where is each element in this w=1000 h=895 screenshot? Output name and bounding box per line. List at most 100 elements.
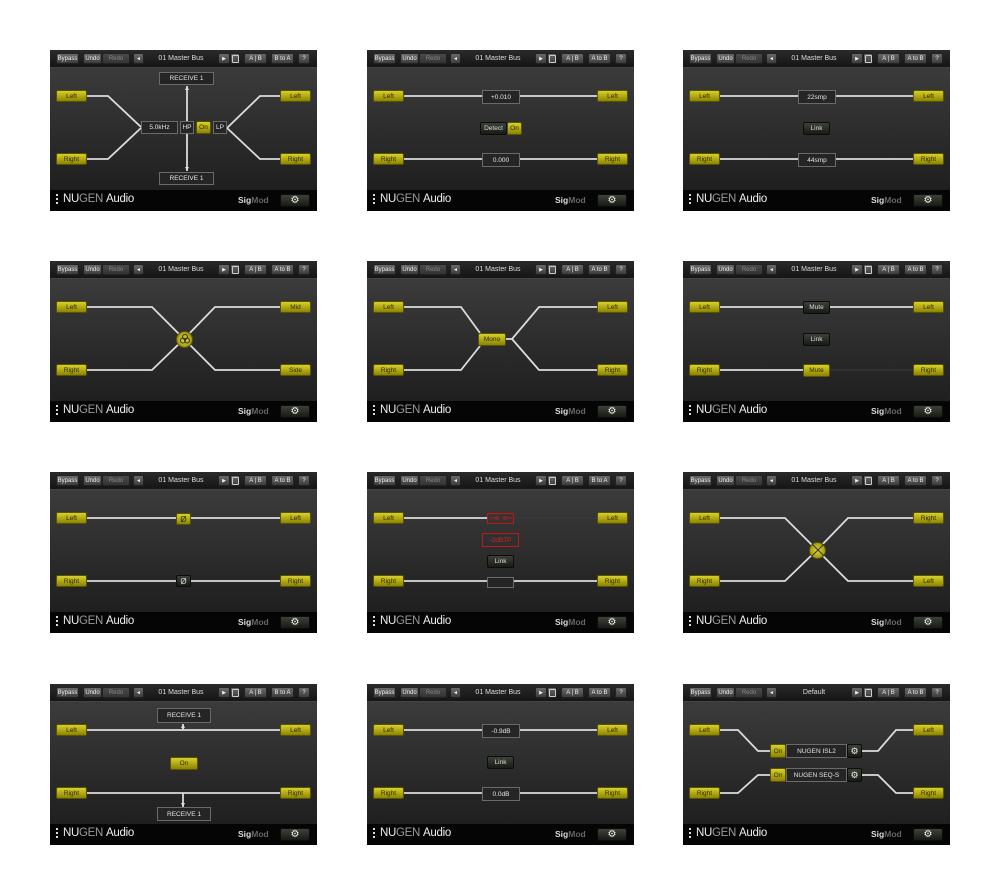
output-bottom[interactable]: Right	[913, 787, 944, 799]
help-button[interactable]: ?	[298, 687, 310, 698]
ab-compare-button[interactable]: A | B	[561, 687, 584, 698]
input-right[interactable]: Right	[373, 364, 404, 376]
output-top[interactable]: Left	[913, 90, 944, 102]
output-top[interactable]: Left	[597, 724, 628, 736]
undo-button[interactable]: Undo	[716, 687, 735, 698]
input-right[interactable]: Right	[56, 575, 87, 587]
preset-name[interactable]: 01 Master Bus	[791, 477, 837, 484]
help-button[interactable]: ?	[298, 53, 310, 64]
high-pass-label[interactable]: HP	[180, 121, 194, 134]
swap-channels-button[interactable]	[809, 542, 826, 559]
bypass-button[interactable]: Bypass	[689, 264, 712, 275]
input-left[interactable]: Left	[373, 724, 404, 736]
detect-button[interactable]: Detect	[480, 122, 507, 135]
stop-button[interactable]	[230, 264, 240, 275]
play-button[interactable]: ▶	[851, 264, 863, 275]
play-button[interactable]: ▶	[851, 687, 863, 698]
settings-button[interactable]: ⚙	[280, 194, 310, 207]
ab-compare-button[interactable]: A | B	[877, 687, 900, 698]
link-button[interactable]: Link	[803, 333, 830, 346]
help-button[interactable]: ?	[615, 687, 627, 698]
ab-compare-button[interactable]: A | B	[561, 264, 584, 275]
settings-button[interactable]: ⚙	[913, 828, 943, 841]
copy-ab-button[interactable]: A to B	[588, 687, 611, 698]
bypass-button[interactable]: Bypass	[689, 53, 712, 64]
input-right[interactable]: Right	[56, 364, 87, 376]
play-button[interactable]: ▶	[218, 475, 230, 486]
phase-invert-left-button[interactable]: Ø	[176, 513, 191, 525]
input-left[interactable]: Left	[56, 512, 87, 524]
settings-button[interactable]: ⚙	[597, 828, 627, 841]
output-bottom[interactable]: Right	[280, 787, 311, 799]
copy-ab-button[interactable]: A to B	[904, 475, 927, 486]
output-bottom[interactable]: Right	[913, 153, 944, 165]
back-button[interactable]: ◄	[133, 687, 144, 698]
ab-compare-button[interactable]: A | B	[244, 475, 267, 486]
input-left[interactable]: Left	[56, 90, 87, 102]
input-left[interactable]: Left	[56, 301, 87, 313]
redo-button[interactable]: Redo	[735, 475, 763, 486]
input-right[interactable]: Right	[373, 153, 404, 165]
back-button[interactable]: ◄	[450, 475, 461, 486]
bypass-button[interactable]: Bypass	[56, 687, 79, 698]
play-button[interactable]: ▶	[851, 53, 863, 64]
back-button[interactable]: ◄	[766, 687, 777, 698]
bypass-button[interactable]: Bypass	[373, 264, 396, 275]
redo-button[interactable]: Redo	[102, 53, 130, 64]
play-button[interactable]: ▶	[218, 687, 230, 698]
link-button[interactable]: Link	[487, 756, 514, 769]
input-right[interactable]: Right	[689, 153, 720, 165]
copy-ab-button[interactable]: B to A	[588, 475, 611, 486]
output-bottom[interactable]: Right	[597, 575, 628, 587]
right-offset-field[interactable]: 0.000	[482, 153, 520, 167]
settings-button[interactable]: ⚙	[280, 828, 310, 841]
receive-send-bottom[interactable]: RECEIVE 1	[159, 172, 214, 185]
play-button[interactable]: ▶	[851, 475, 863, 486]
output-top[interactable]: Left	[280, 724, 311, 736]
input-right[interactable]: Right	[689, 364, 720, 376]
play-button[interactable]: ▶	[535, 475, 547, 486]
back-button[interactable]: ◄	[766, 475, 777, 486]
mute-left-button[interactable]: Mute	[803, 301, 830, 314]
bypass-button[interactable]: Bypass	[373, 475, 396, 486]
stop-button[interactable]	[230, 687, 240, 698]
bypass-button[interactable]: Bypass	[56, 264, 79, 275]
menu-dots-icon[interactable]	[56, 828, 59, 840]
play-button[interactable]: ▶	[535, 687, 547, 698]
stop-button[interactable]	[547, 475, 557, 486]
settings-button[interactable]: ⚙	[913, 616, 943, 629]
bypass-button[interactable]: Bypass	[56, 53, 79, 64]
bypass-button[interactable]: Bypass	[689, 475, 712, 486]
redo-button[interactable]: Redo	[419, 53, 447, 64]
ab-compare-button[interactable]: A | B	[877, 53, 900, 64]
bypass-button[interactable]: Bypass	[373, 53, 396, 64]
left-delay-field[interactable]: 22smp	[798, 90, 836, 104]
back-button[interactable]: ◄	[450, 687, 461, 698]
left-gain-field[interactable]: -0.9dB	[482, 724, 520, 738]
menu-dots-icon[interactable]	[373, 616, 376, 628]
input-left[interactable]: Left	[56, 724, 87, 736]
copy-ab-button[interactable]: A to B	[904, 53, 927, 64]
stop-button[interactable]	[863, 475, 873, 486]
ab-compare-button[interactable]: A | B	[561, 475, 584, 486]
ab-compare-button[interactable]: A | B	[877, 264, 900, 275]
input-right[interactable]: Right	[689, 575, 720, 587]
input-right[interactable]: Right	[56, 153, 87, 165]
redo-button[interactable]: Redo	[419, 264, 447, 275]
bypass-button[interactable]: Bypass	[689, 687, 712, 698]
undo-button[interactable]: Undo	[400, 687, 419, 698]
output-bottom[interactable]: Right	[597, 153, 628, 165]
input-right[interactable]: Right	[373, 575, 404, 587]
menu-dots-icon[interactable]	[689, 828, 692, 840]
preset-name[interactable]: 01 Master Bus	[475, 477, 521, 484]
output-top[interactable]: Left	[597, 512, 628, 524]
stop-button[interactable]	[230, 475, 240, 486]
output-bottom[interactable]: Left	[913, 575, 944, 587]
crossover-frequency-field[interactable]: 5.0kHz	[141, 121, 178, 134]
menu-dots-icon[interactable]	[56, 194, 59, 206]
undo-button[interactable]: Undo	[83, 687, 102, 698]
help-button[interactable]: ?	[931, 687, 943, 698]
menu-dots-icon[interactable]	[373, 405, 376, 417]
slot2-settings-button[interactable]: ⚙	[847, 768, 862, 782]
ab-compare-button[interactable]: A | B	[877, 475, 900, 486]
